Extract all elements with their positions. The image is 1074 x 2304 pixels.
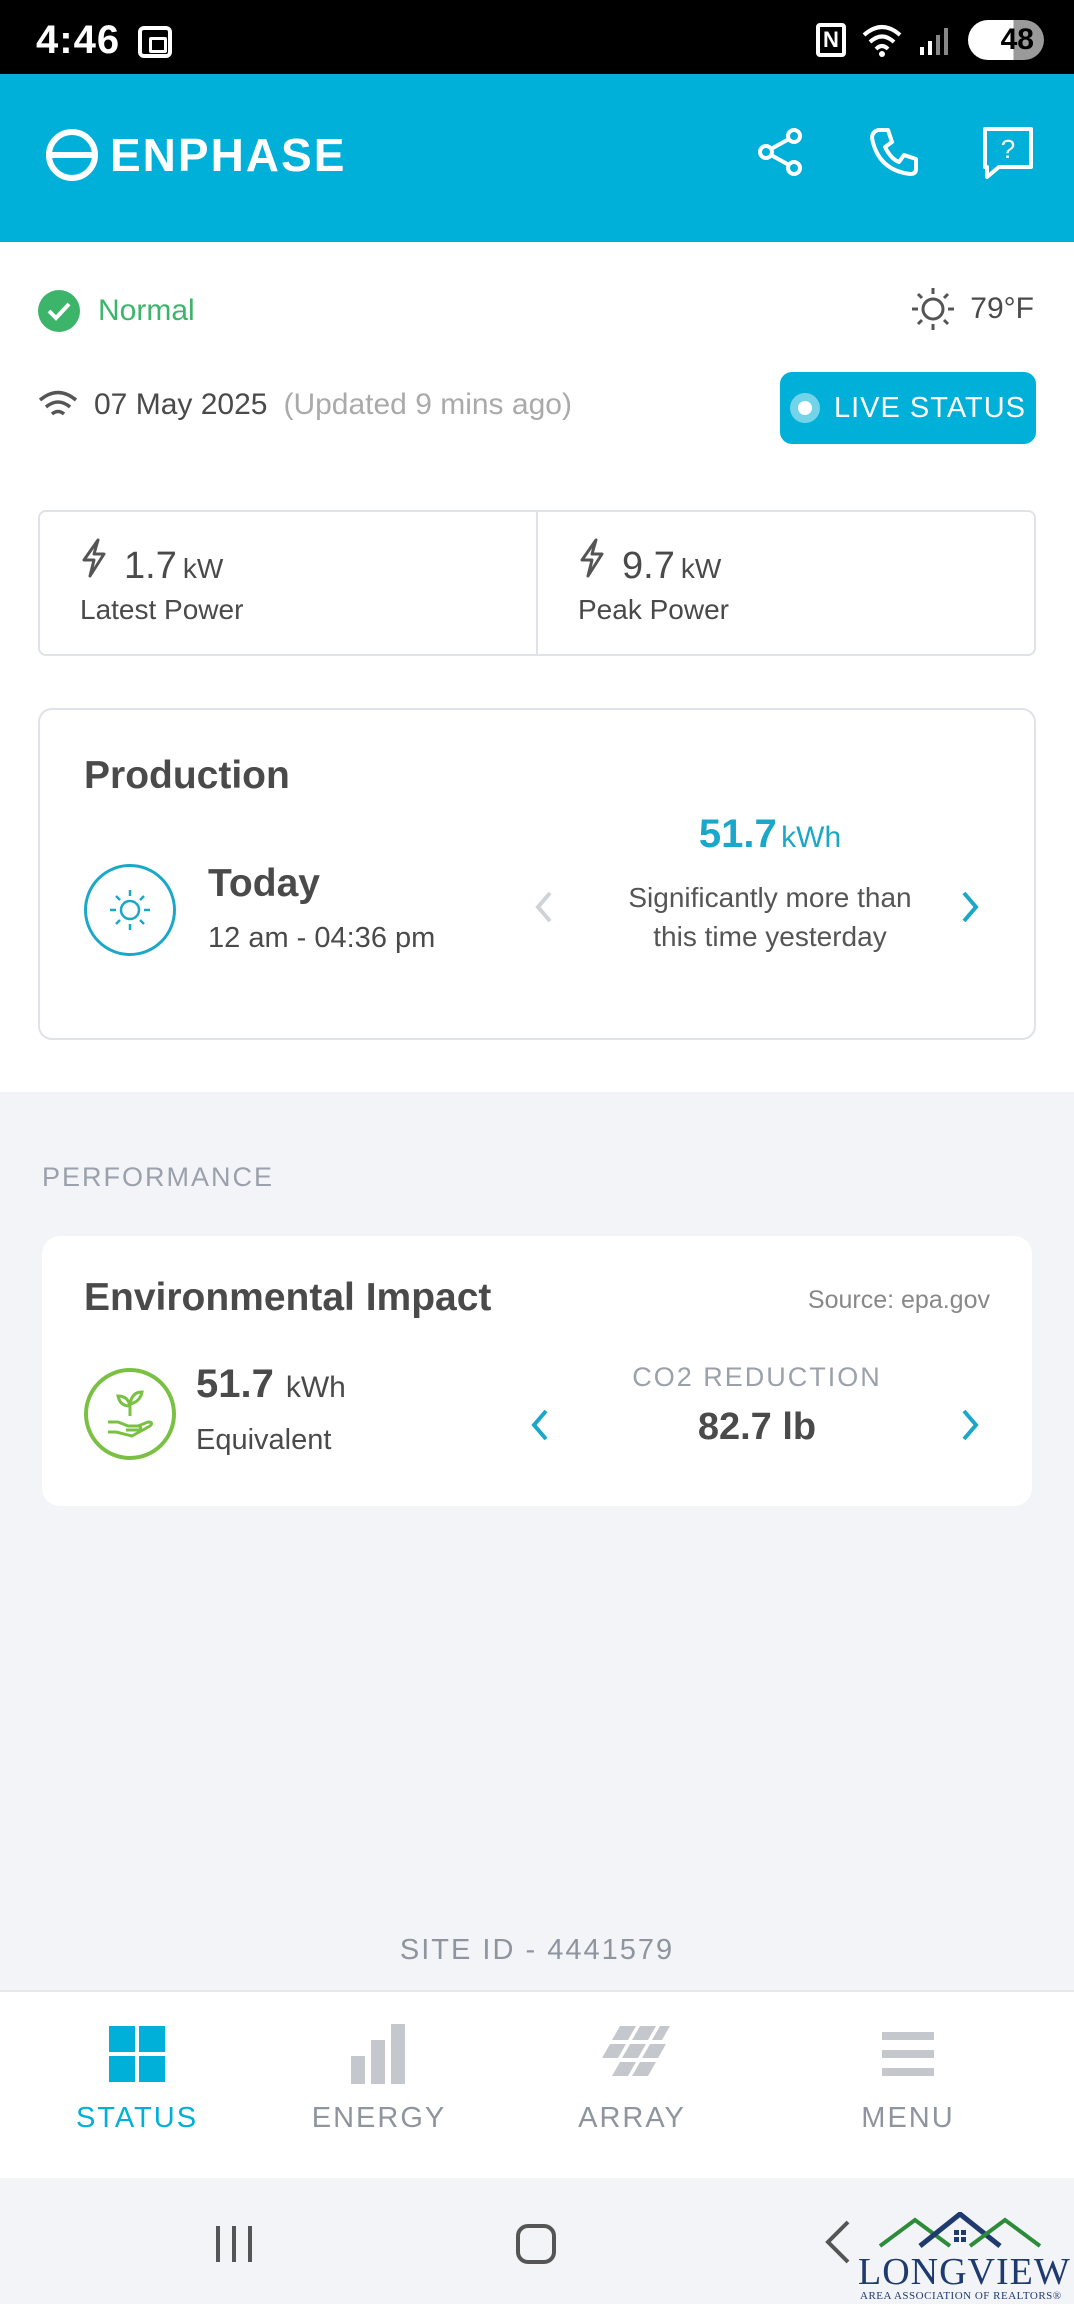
nfc-icon: N <box>816 23 846 57</box>
impact-next-button[interactable] <box>960 1404 982 1454</box>
date-text: 07 May 2025 <box>94 388 268 421</box>
back-chevron-icon <box>825 2220 850 2264</box>
latest-power-label: Latest Power <box>80 594 244 625</box>
app-header: ENPHASE ? <box>0 74 1074 242</box>
check-circle-icon <box>38 290 80 332</box>
tab-status-label: STATUS <box>75 2102 199 2134</box>
production-value: 51.7 kWh <box>620 812 920 857</box>
co2-reduction-label: CO2 REDUCTION <box>632 1362 882 1392</box>
latest-power: 1.7 kW Latest Power <box>40 512 536 654</box>
production-card[interactable]: Production Today 12 am - 04:36 pm 51.7 k… <box>38 708 1036 1040</box>
impact-energy-value: 51.7 <box>196 1362 274 1406</box>
live-status-label: LIVE STATUS <box>833 391 1027 424</box>
bolt-icon <box>580 538 604 578</box>
share-icon <box>758 128 802 176</box>
environmental-impact-title: Environmental Impact <box>84 1276 492 1319</box>
latest-power-unit: kW <box>182 553 224 584</box>
production-time-range: 12 am - 04:36 pm <box>208 922 436 954</box>
latest-power-value: 1.7 <box>124 545 177 587</box>
production-kwh-unit: kWh <box>781 821 842 854</box>
tab-menu[interactable]: MENU <box>828 2022 988 2135</box>
watermark-title: LONGVIEW <box>858 2251 1071 2293</box>
back-button[interactable] <box>822 2218 852 2279</box>
chevron-left-icon <box>531 1409 548 1441</box>
tab-array-label: ARRAY <box>578 2102 686 2134</box>
enphase-logo: ENPHASE <box>46 128 346 182</box>
wifi-signal-icon <box>38 390 78 416</box>
tab-menu-label: MENU <box>861 2102 955 2134</box>
help-button[interactable]: ? <box>980 124 1036 180</box>
clock: 4:46 <box>36 18 121 62</box>
chevron-left-icon <box>535 891 552 923</box>
wifi-icon <box>862 25 902 57</box>
equivalent-label: Equivalent <box>196 1424 332 1456</box>
chevron-right-icon <box>962 1409 979 1441</box>
production-prev-button[interactable] <box>532 886 554 936</box>
chevron-right-icon <box>962 891 979 923</box>
tab-energy[interactable]: ENERGY <box>299 2022 459 2135</box>
longview-watermark-logo: LONGVIEW AREA ASSOCIATION OF REALTORS® <box>852 2212 1074 2304</box>
home-button[interactable] <box>516 2224 556 2264</box>
impact-prev-button[interactable] <box>528 1404 550 1454</box>
help-icon: ? <box>983 127 1033 179</box>
bolt-icon <box>82 538 106 578</box>
system-status: Normal <box>38 290 195 332</box>
hamburger-menu-icon <box>876 2022 940 2086</box>
battery-indicator: 48 <box>968 20 1044 60</box>
updated-text: (Updated 9 mins ago) <box>283 388 572 421</box>
temperature: 79°F <box>970 292 1034 325</box>
status-text: Normal <box>98 294 195 327</box>
screenshot-icon <box>138 26 172 58</box>
production-title: Production <box>84 754 290 797</box>
update-info: 07 May 2025 (Updated 9 mins ago) <box>38 388 572 422</box>
site-id: SITE ID - 4441579 <box>399 1934 675 1966</box>
system-navigation-bar <box>0 2178 1074 2304</box>
bar-chart-icon <box>347 2022 411 2086</box>
recent-apps-button[interactable] <box>216 2226 252 2262</box>
impact-energy: 51.7 kWh <box>196 1362 346 1407</box>
co2-reduction-value: 82.7 lb <box>697 1406 817 1448</box>
solar-array-icon <box>600 2022 670 2086</box>
bottom-navigation: STATUS ENERGY ARRAY <box>0 1990 1074 2178</box>
phone-icon <box>870 128 918 176</box>
weather: 79°F <box>910 286 1034 332</box>
system-status-bar: 4:46 N 48 <box>0 0 1074 74</box>
production-kwh-value: 51.7 <box>698 812 777 856</box>
live-dot-icon <box>789 393 820 423</box>
tab-array[interactable]: ARRAY <box>552 2022 712 2135</box>
performance-section-label: PERFORMANCE <box>42 1162 275 1192</box>
grid-icon <box>105 2022 169 2086</box>
house-roof-icon <box>878 2212 1042 2248</box>
peak-power-value: 9.7 <box>622 545 675 587</box>
svg-text:?: ? <box>1001 134 1015 164</box>
peak-power-unit: kW <box>680 553 722 584</box>
signal-icon <box>920 28 948 55</box>
data-source: Source: epa.gov <box>807 1286 990 1314</box>
watermark-subtitle: AREA ASSOCIATION OF REALTORS® <box>860 2290 1062 2302</box>
peak-power-label: Peak Power <box>578 594 729 625</box>
peak-power: 9.7 kW Peak Power <box>536 512 1034 654</box>
power-summary: 1.7 kW Latest Power 9.7 kW Peak Power <box>38 510 1036 656</box>
production-sun-icon <box>84 864 176 956</box>
sun-icon <box>912 288 955 330</box>
tab-energy-label: ENERGY <box>311 2102 447 2134</box>
brand-name: ENPHASE <box>110 129 347 181</box>
environmental-impact-card[interactable]: Environmental Impact Source: epa.gov 51.… <box>42 1236 1032 1506</box>
production-period: Today <box>208 862 320 905</box>
plant-hand-icon <box>84 1368 176 1460</box>
call-button[interactable] <box>866 124 922 180</box>
live-status-button[interactable]: LIVE STATUS <box>780 372 1036 444</box>
production-next-button[interactable] <box>960 886 982 936</box>
share-button[interactable] <box>752 124 808 180</box>
tab-status[interactable]: STATUS <box>57 2022 217 2135</box>
impact-energy-unit: kWh <box>285 1371 346 1404</box>
enphase-logo-icon <box>46 129 98 181</box>
production-comparison: Significantly more than this time yester… <box>628 882 912 952</box>
